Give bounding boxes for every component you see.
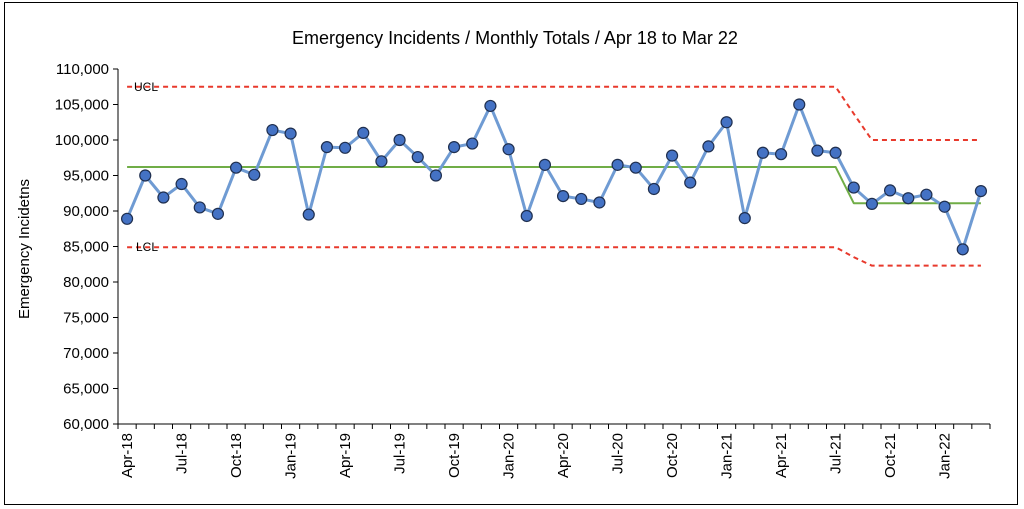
y-tick-label: 95,000 [63, 168, 109, 185]
data-point [284, 127, 297, 140]
y-axis-label: Emergency Incidetns [16, 179, 33, 319]
y-tick-label: 65,000 [63, 381, 109, 398]
data-point [974, 185, 988, 198]
x-tick-label: Jul-20 [610, 433, 627, 474]
data-point [938, 200, 951, 213]
series-lines [125, 85, 983, 267]
data-point [357, 126, 370, 139]
y-tick-label: 105,000 [55, 97, 109, 114]
annotations: UCL LCL [134, 80, 158, 254]
data-point [556, 189, 570, 203]
x-tick-label: Apr-18 [119, 433, 136, 478]
y-tick-label: 70,000 [63, 345, 109, 362]
data-point [338, 141, 352, 154]
x-tick-label: Apr-20 [555, 433, 572, 478]
data-point [502, 143, 515, 156]
x-tick-label: Oct-21 [882, 433, 899, 478]
series-points [120, 98, 988, 256]
data-point [302, 208, 315, 221]
data-point [756, 146, 770, 159]
data-point [248, 168, 261, 181]
data-point [702, 140, 715, 153]
x-tick-label: Jan-22 [937, 433, 954, 479]
data-point [229, 161, 243, 174]
x-tick-label: Jul-19 [392, 433, 409, 474]
data-point [575, 192, 588, 206]
series-line-monthly-totals [125, 103, 983, 251]
data-point [793, 98, 806, 111]
data-point [956, 243, 969, 256]
x-tick-label: Jan-20 [501, 433, 518, 479]
data-point [447, 141, 461, 154]
x-tick-label: Jan-21 [719, 433, 736, 479]
y-tick-label: 75,000 [63, 310, 109, 327]
x-tick-label: Oct-18 [228, 433, 245, 478]
data-point [883, 184, 897, 197]
data-point [611, 158, 624, 171]
chart-title: Emergency Incidents / Monthly Totals / A… [292, 28, 738, 48]
data-point [629, 161, 642, 174]
x-tick-label: Apr-19 [337, 433, 354, 478]
data-point [193, 201, 206, 214]
data-point [320, 141, 334, 154]
data-point [865, 197, 879, 210]
series-line-lcl [127, 246, 981, 267]
x-tick-label: Jan-19 [283, 433, 300, 479]
y-tick-label: 60,000 [63, 416, 109, 433]
data-point [393, 133, 406, 147]
data-point [902, 192, 915, 205]
series-line-mean [127, 165, 981, 205]
x-tick-label: Oct-19 [446, 433, 463, 478]
data-point [920, 188, 933, 201]
data-point [847, 181, 860, 194]
data-point [375, 155, 388, 168]
data-point [139, 169, 152, 182]
y-ticks: 60,000 65,000 70,000 75,000 80,000 85,000 90,0… [55, 61, 118, 433]
data-point [175, 177, 188, 191]
data-point [593, 196, 606, 209]
control-chart: Emergency Incidents / Monthly Totals / A… [16, 28, 991, 479]
data-point [211, 207, 225, 220]
data-point [647, 182, 661, 196]
series-line-ucl [127, 85, 981, 141]
data-point [484, 99, 497, 113]
x-tick-label: Jul-21 [828, 433, 845, 474]
y-tick-label: 85,000 [63, 239, 109, 256]
y-tick-label: 90,000 [63, 203, 109, 220]
data-point [829, 146, 842, 159]
data-point [466, 137, 479, 150]
data-point [538, 158, 552, 171]
x-tick-label: Jul-18 [174, 433, 191, 474]
x-tick-label: Oct-20 [664, 433, 681, 478]
y-tick-label: 100,000 [55, 132, 109, 149]
data-point [811, 144, 824, 157]
data-point [411, 150, 424, 164]
data-point [520, 209, 533, 223]
data-point [738, 212, 751, 225]
data-point [684, 176, 697, 189]
y-tick-label: 80,000 [63, 274, 109, 291]
data-point [665, 149, 679, 162]
data-point [120, 212, 134, 225]
data-point [266, 123, 279, 137]
limit-label-lcl: LCL [136, 240, 158, 254]
x-ticks: Apr-18 Jul-18 Oct-18 Jan-19 Apr-19 Jul-19 Oct-… [117, 424, 991, 479]
data-point [720, 116, 733, 129]
data-point [774, 148, 788, 161]
y-tick-label: 110,000 [56, 61, 109, 78]
data-point [157, 191, 170, 204]
limit-label-ucl: UCL [134, 80, 158, 94]
chart-frame: Emergency Incidents / Monthly Totals / A… [4, 2, 1018, 505]
x-tick-label: Apr-21 [773, 433, 790, 478]
data-point [429, 169, 443, 182]
